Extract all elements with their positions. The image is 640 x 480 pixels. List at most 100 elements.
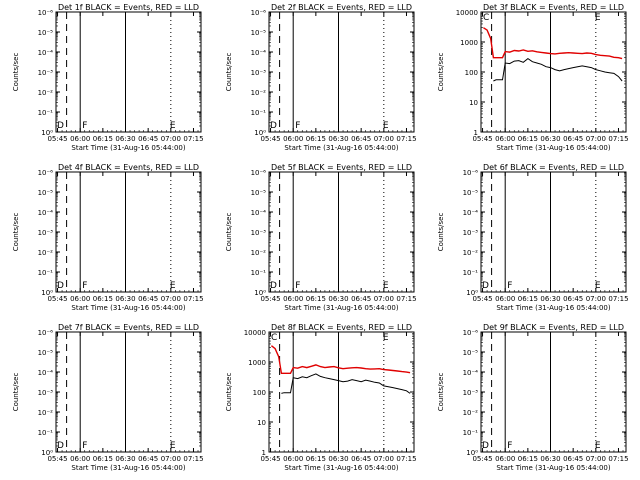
x-tick-label: 05:45 <box>260 295 280 303</box>
y-tick-label: 10 <box>257 419 266 427</box>
x-tick-label: 06:15 <box>518 135 538 143</box>
y-tick-label: 10⁻⁴ <box>463 369 479 377</box>
plot-frame <box>55 11 202 133</box>
y-tick-label: 10000 <box>456 9 478 17</box>
x-tick-label: 06:45 <box>563 455 583 463</box>
marker-label-f: F <box>507 441 512 451</box>
y-tick-label: 10⁻⁴ <box>38 49 54 57</box>
y-tick-label: 10⁻⁵ <box>251 189 267 197</box>
x-tick-label: 07:00 <box>374 295 394 303</box>
x-tick-label: 07:15 <box>608 135 628 143</box>
marker-label-d: D <box>482 281 489 291</box>
x-tick-label: 07:15 <box>183 295 203 303</box>
y-tick-label: 10⁻¹ <box>251 109 267 117</box>
x-tick-label: 06:30 <box>540 135 560 143</box>
marker-label-f: F <box>295 281 300 291</box>
y-tick-label: 10⁻¹ <box>463 429 479 437</box>
marker-label-f: F <box>82 281 87 291</box>
y-tick-label: 10⁻³ <box>38 69 54 77</box>
y-tick-label: 10⁻⁵ <box>463 189 479 197</box>
panel-title: Det 7f BLACK = Events, RED = LLD <box>58 323 199 332</box>
y-tick-label: 10⁻¹ <box>463 269 479 277</box>
x-tick-label: 06:15 <box>306 295 326 303</box>
x-tick-label: 07:00 <box>161 295 181 303</box>
marker-label-f: F <box>507 281 512 291</box>
y-axis-label: Counts/sec <box>437 373 445 412</box>
x-axis-label: Start Time (31-Aug-16 05:44:00) <box>71 464 185 472</box>
x-tick-label: 06:45 <box>351 455 371 463</box>
x-tick-label: 07:00 <box>161 455 181 463</box>
marker-label-c: C <box>483 13 489 23</box>
y-axis-label: Counts/sec <box>437 213 445 252</box>
y-tick-label: 10⁻⁶ <box>251 169 267 177</box>
marker-label-d: D <box>270 121 277 131</box>
detector-panel-1: Det 1f BLACK = Events, RED = LLD 10⁰ 10⁻¹ 1… <box>12 3 204 152</box>
y-tick-label: 10 <box>469 99 478 107</box>
x-tick-label: 06:00 <box>495 295 515 303</box>
marker-label-e: E <box>595 441 601 451</box>
y-tick-label: 10⁻⁴ <box>251 49 267 57</box>
panel-title: Det 2f BLACK = Events, RED = LLD <box>271 3 412 12</box>
marker-label-e: E <box>170 121 176 131</box>
y-tick-label: 1 <box>262 449 266 457</box>
y-tick-label: 10⁻¹ <box>38 109 54 117</box>
y-tick-label: 10⁰ <box>466 289 478 297</box>
x-tick-label: 06:45 <box>138 295 158 303</box>
y-axis-label: Counts/sec <box>225 53 233 92</box>
detector-panel-4: Det 4f BLACK = Events, RED = LLD 10⁰ 10⁻¹ 1… <box>12 163 204 312</box>
x-tick-label: 06:30 <box>540 455 560 463</box>
y-tick-label: 10⁻⁴ <box>38 369 54 377</box>
y-tick-label: 10⁻³ <box>251 69 267 77</box>
y-axis-label: Counts/sec <box>225 373 233 412</box>
y-tick-label: 1000 <box>460 39 478 47</box>
x-tick-label: 07:15 <box>608 455 628 463</box>
y-tick-label: 10⁻³ <box>38 389 54 397</box>
x-tick-label: 07:15 <box>608 295 628 303</box>
y-tick-label: 10⁻⁴ <box>251 209 267 217</box>
x-tick-label: 07:15 <box>183 135 203 143</box>
x-tick-label: 06:15 <box>93 295 113 303</box>
x-tick-label: 07:00 <box>586 135 606 143</box>
y-tick-label: 10⁻⁵ <box>38 349 54 357</box>
panel-title: Det 3f BLACK = Events, RED = LLD <box>483 3 624 12</box>
series-line-events <box>281 373 411 394</box>
detector-panel-5: Det 5f BLACK = Events, RED = LLD 10⁰ 10⁻¹ 1… <box>225 163 417 312</box>
x-axis-label: Start Time (31-Aug-16 05:44:00) <box>71 144 185 152</box>
y-tick-label: 10⁻³ <box>463 389 479 397</box>
marker-label-e: E <box>170 441 176 451</box>
plot-frame <box>55 331 202 453</box>
y-tick-label: 10000 <box>244 329 266 337</box>
y-tick-label: 10⁻² <box>251 249 267 257</box>
detector-panel-6: Det 6f BLACK = Events, RED = LLD 10⁰ 10⁻¹ 1… <box>437 163 629 312</box>
x-tick-label: 06:00 <box>70 135 90 143</box>
y-tick-label: 10⁻⁵ <box>38 189 54 197</box>
x-axis-label: Start Time (31-Aug-16 05:44:00) <box>284 304 398 312</box>
series-line-lld <box>483 27 623 60</box>
series-line-lld <box>270 345 411 374</box>
y-tick-label: 10⁰ <box>466 449 478 457</box>
x-tick-label: 07:00 <box>374 135 394 143</box>
y-tick-label: 10⁰ <box>41 289 53 297</box>
plot-frame <box>268 171 415 293</box>
x-tick-label: 07:00 <box>374 455 394 463</box>
x-tick-label: 06:45 <box>563 135 583 143</box>
x-tick-label: 05:45 <box>47 135 67 143</box>
x-tick-label: 06:15 <box>306 455 326 463</box>
x-tick-label: 06:15 <box>306 135 326 143</box>
x-tick-label: 06:15 <box>93 455 113 463</box>
x-tick-label: 07:00 <box>586 295 606 303</box>
y-tick-label: 10⁰ <box>254 129 266 137</box>
y-axis-label: Counts/sec <box>12 53 20 92</box>
y-axis-label: Counts/sec <box>225 213 233 252</box>
marker-label-d: D <box>57 121 64 131</box>
y-tick-label: 10⁻¹ <box>38 429 54 437</box>
marker-label-c: C <box>271 333 277 343</box>
y-tick-label: 1000 <box>248 359 266 367</box>
marker-label-e: E <box>170 281 176 291</box>
panel-title: Det 5f BLACK = Events, RED = LLD <box>271 163 412 172</box>
marker-label-e: E <box>383 121 389 131</box>
panel-title: Det 8f BLACK = Events, RED = LLD <box>271 323 412 332</box>
plot-frame <box>55 171 202 293</box>
x-tick-label: 07:00 <box>161 135 181 143</box>
marker-label-d: D <box>57 281 64 291</box>
